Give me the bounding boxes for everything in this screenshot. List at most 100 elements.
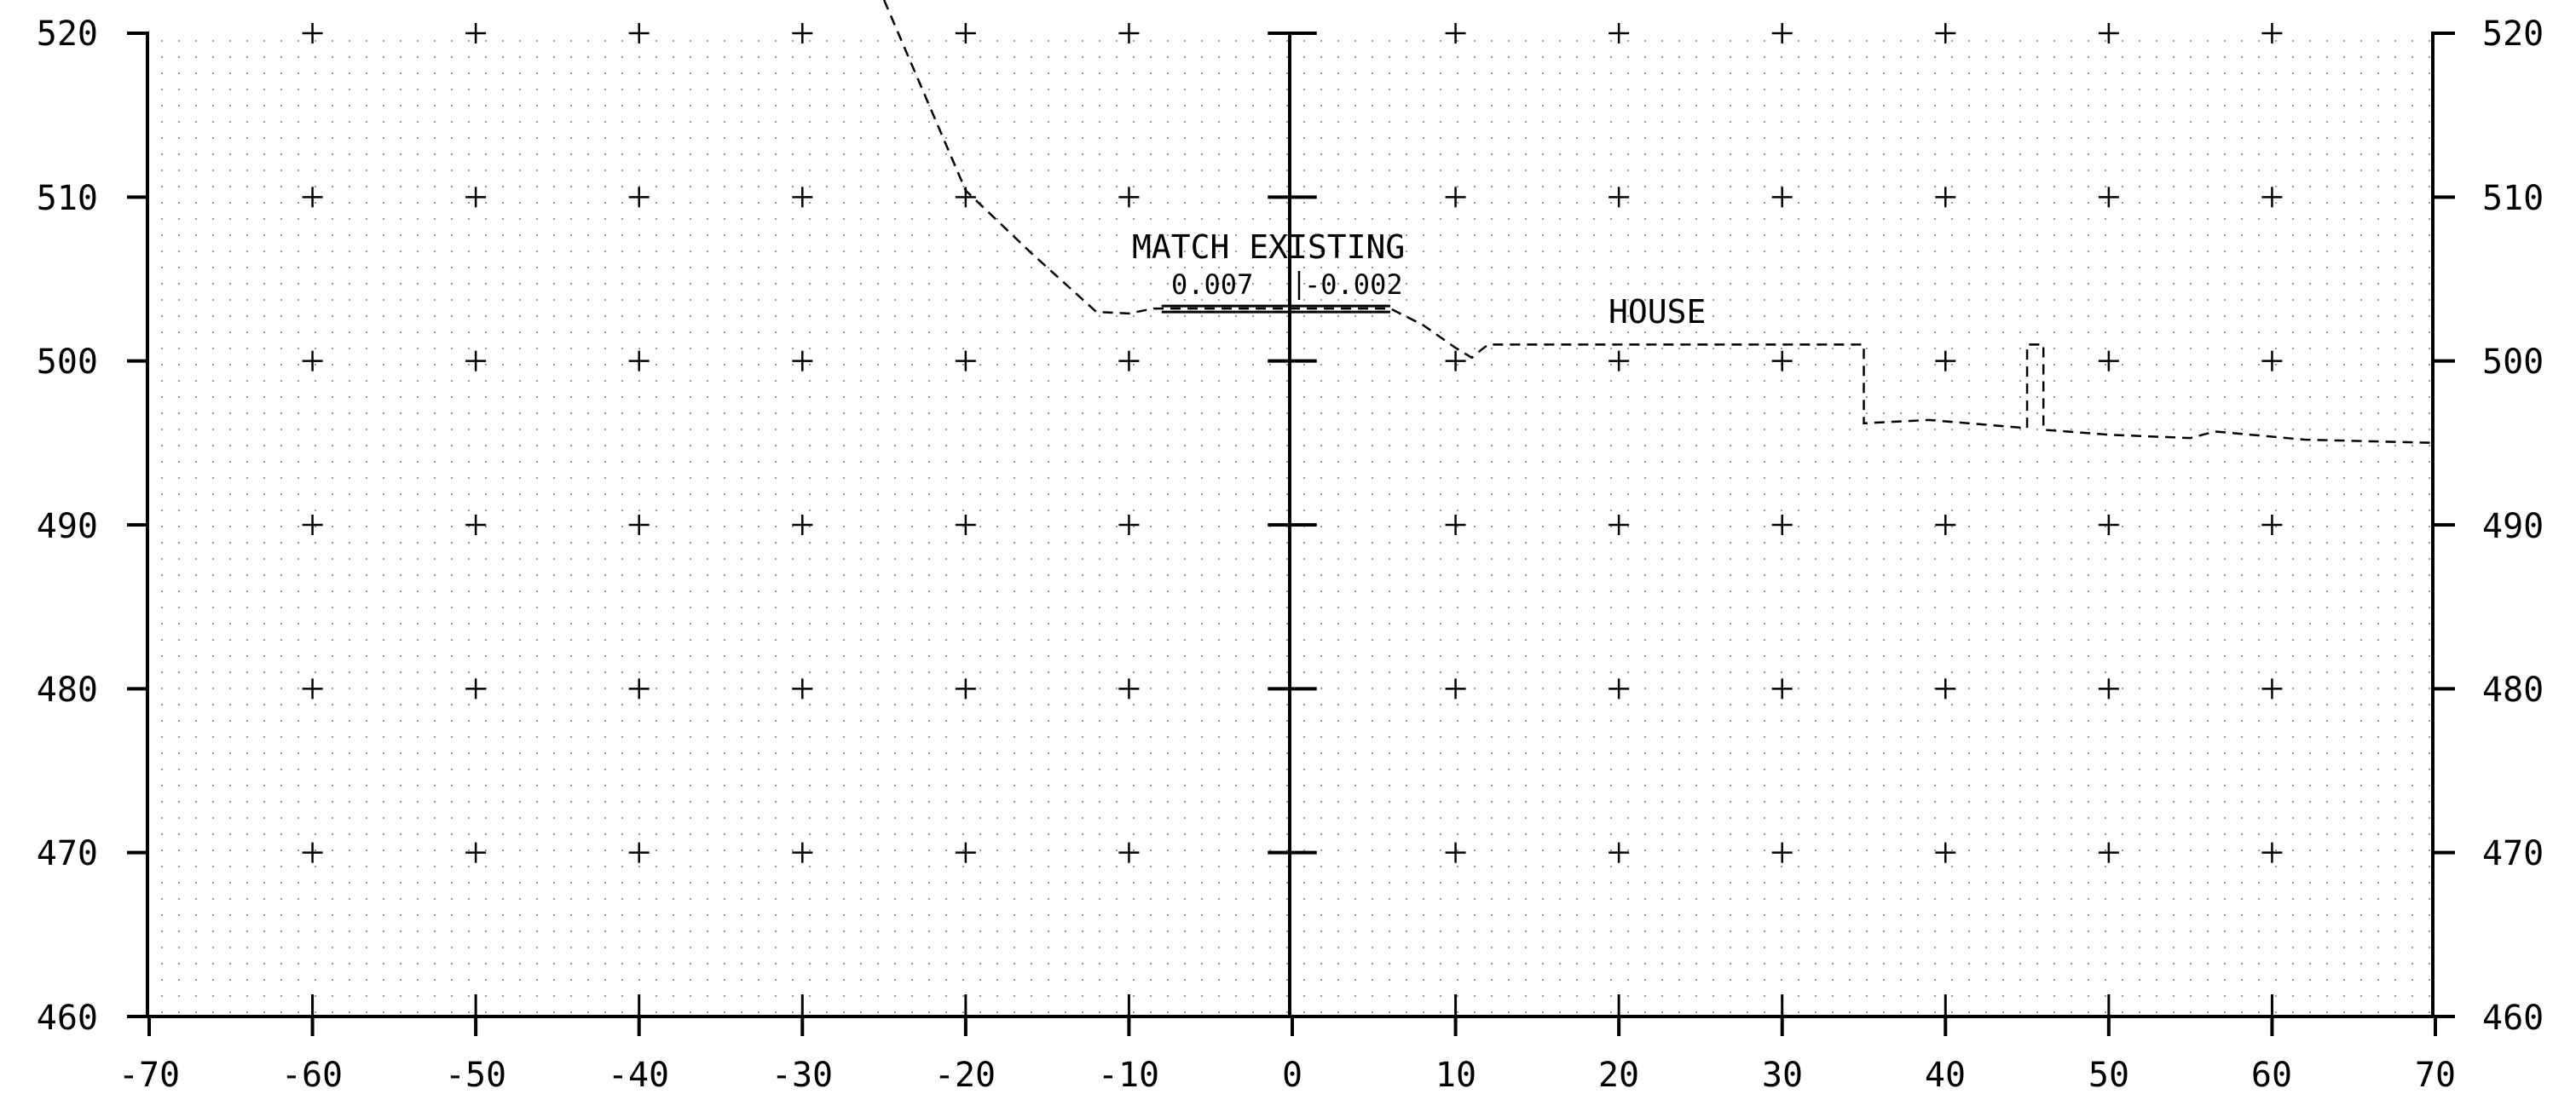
grid-cross-mark [1118,842,1140,863]
grid-crosses [302,23,2283,863]
grid-cross-mark [1609,678,1630,700]
y-tick-label: 470 [2482,834,2544,873]
grid-cross-mark [1771,23,1793,43]
y-tick-label: 480 [37,671,98,710]
grid-cross-mark [2261,842,2283,863]
grid-cross-mark [1445,842,1466,863]
grid-cross-mark [1118,187,1140,208]
grid-cross-mark [465,678,487,700]
y-tick-label: 510 [37,179,98,218]
y-tick-label: 460 [2482,999,2544,1038]
x-tick-label: 40 [1925,1056,1966,1095]
x-tick-label: -70 [118,1056,180,1095]
y-tick-label: 500 [37,343,98,382]
grid-cross-mark [2098,23,2119,43]
match-existing-label: MATCH EXISTING [1132,228,1405,266]
y-axis-labels-right: 520 510 500 490 480 470 460 [2482,14,2544,1038]
x-tick-label: -30 [771,1056,833,1095]
y-tick-label: 510 [2482,179,2544,218]
grid-cross-mark [628,515,650,535]
grid-cross-mark [2261,350,2283,371]
x-axis-ticks [147,994,2437,1036]
y-tick-label: 520 [2482,14,2544,54]
grid-cross-mark [955,678,976,700]
grid-cross-mark [465,350,487,371]
y-tick-label: 460 [37,999,98,1038]
grid-cross-mark [628,23,650,43]
grid-cross-mark [1935,842,1956,863]
grid-cross-mark [1118,350,1140,371]
grid-cross-mark [1771,515,1793,535]
grid-cross-mark [465,23,487,43]
grid-cross-mark [2261,678,2283,700]
x-tick-label: 70 [2415,1056,2456,1095]
grid-cross-mark [1609,842,1630,863]
y-tick-label: 520 [37,14,98,54]
grid-cross-mark [628,842,650,863]
grid-cross-mark [302,515,323,535]
house-label: HOUSE [1609,293,1706,331]
y-tick-label: 500 [2482,343,2544,382]
grid-cross-mark [1118,515,1140,535]
y-tick-label: 490 [37,507,98,546]
grid-cross-mark [1935,187,1956,208]
slope-right-label: -0.002 [1304,268,1403,301]
x-tick-label: 30 [1762,1056,1803,1095]
grid-cross-mark [1771,187,1793,208]
grid-cross-mark [1935,350,1956,371]
grid-cross-mark [955,842,976,863]
slope-left-label: 0.007 [1171,268,1253,301]
grid-cross-mark [1445,23,1466,43]
grid-cross-mark [2261,23,2283,43]
x-tick-label: 10 [1435,1056,1476,1095]
x-axis-labels: -70 -60 -50 -40 -30 -20 -10 0 10 20 30 4… [118,1056,2456,1095]
grid-cross-mark [1118,678,1140,700]
grid-cross-mark [955,23,976,43]
grid-cross-mark [1935,23,1956,43]
grid-cross-mark [1445,515,1466,535]
grid-cross-mark [465,515,487,535]
grid-cross-mark [302,678,323,700]
x-tick-label: 0 [1282,1056,1302,1095]
grid-cross-mark [1771,678,1793,700]
grid-cross-mark [955,515,976,535]
grid-cross-mark [792,678,813,700]
y-axis-labels-left: 520 510 500 490 480 470 460 [37,14,98,1038]
grid-cross-mark [1445,350,1466,371]
grid-cross-mark [628,187,650,208]
x-tick-label: 50 [2088,1056,2129,1095]
grid-cross-mark [955,350,976,371]
x-tick-label: -10 [1098,1056,1159,1095]
grid-cross-mark [302,23,323,43]
x-tick-label: -20 [934,1056,996,1095]
grid-cross-mark [1609,23,1630,43]
grid-cross-mark [1935,678,1956,700]
y-tick-label: 480 [2482,671,2544,710]
grid-cross-mark [2098,515,2119,535]
grid-cross-mark [1609,515,1630,535]
grid-cross-mark [1771,842,1793,863]
y-tick-label: 490 [2482,507,2544,546]
x-tick-label: 20 [1598,1056,1639,1095]
grid-cross-mark [2098,187,2119,208]
grid-cross-mark [792,23,813,43]
grid-cross-mark [1935,515,1956,535]
y-tick-label: 470 [37,834,98,873]
x-tick-label: -60 [281,1056,343,1095]
existing-ground-line [882,0,2436,445]
y-axis-ticks [127,32,2455,1018]
grid-cross-mark [1771,350,1793,371]
grid-cross-mark [1445,678,1466,700]
grid-cross-mark [2098,350,2119,371]
grid-cross-mark [1118,23,1140,43]
grid-cross-mark [792,842,813,863]
grid-cross-mark [302,350,323,371]
x-tick-label: -50 [445,1056,506,1095]
grid-cross-mark [628,350,650,371]
grid-cross-mark [302,187,323,208]
grid-cross-mark [2098,678,2119,700]
grid-cross-mark [1445,187,1466,208]
grid-cross-mark [2261,187,2283,208]
grid-cross-mark [792,515,813,535]
